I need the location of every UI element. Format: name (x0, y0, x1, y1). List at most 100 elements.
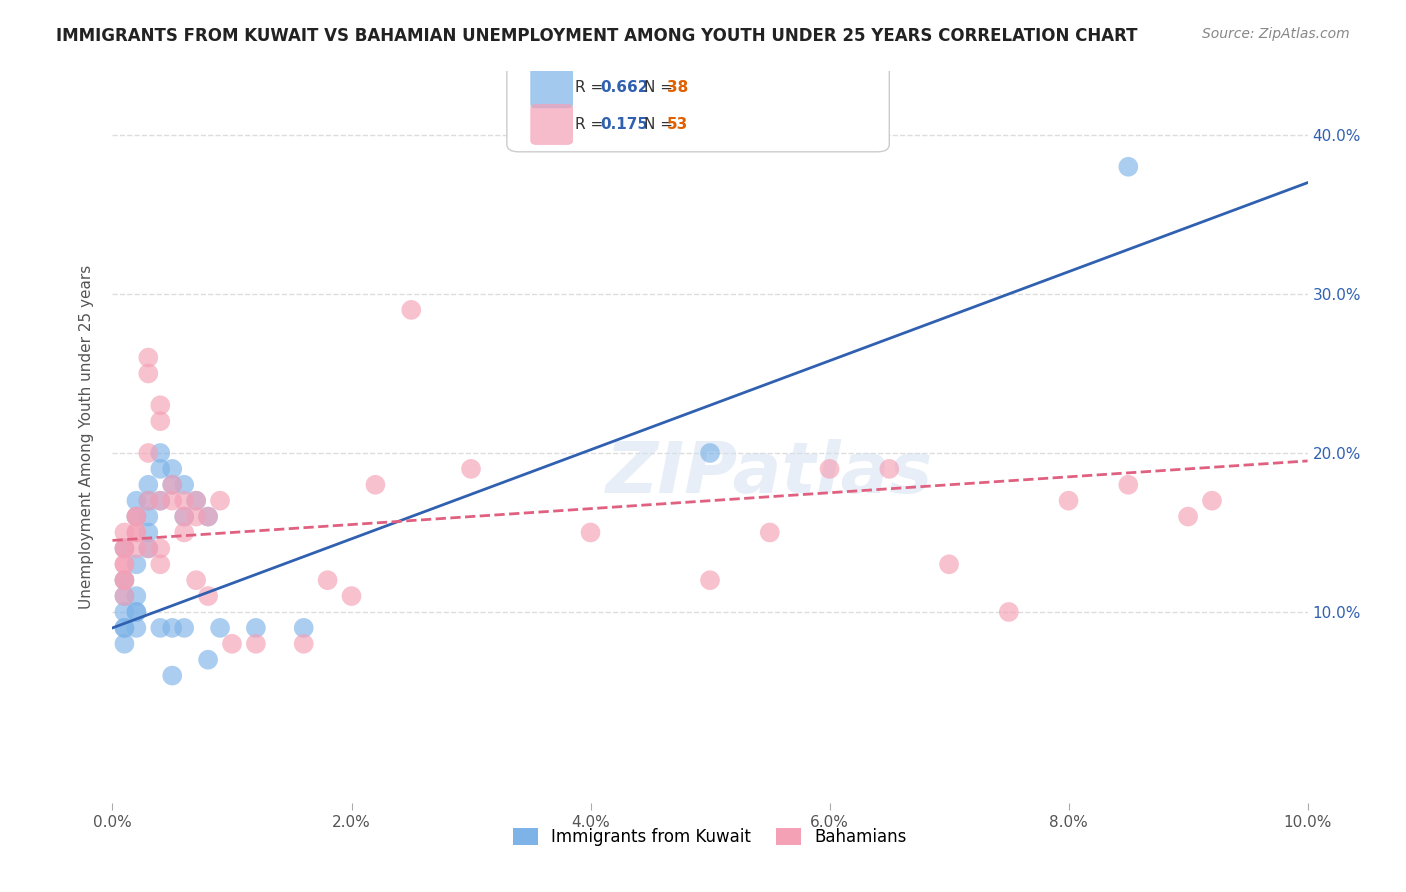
Bahamians (938, 558, 960, 572)
Bahamians (1118, 477, 1140, 491)
Bahamians (998, 605, 1021, 619)
Bahamians (579, 525, 602, 540)
Immigrants from Kuwait (186, 493, 208, 508)
Immigrants from Kuwait (162, 477, 183, 491)
Immigrants from Kuwait (173, 509, 195, 524)
Bahamians (125, 525, 148, 540)
Bahamians (114, 573, 135, 587)
Immigrants from Kuwait (125, 605, 148, 619)
Bahamians (292, 637, 315, 651)
Text: IMMIGRANTS FROM KUWAIT VS BAHAMIAN UNEMPLOYMENT AMONG YOUTH UNDER 25 YEARS CORRE: IMMIGRANTS FROM KUWAIT VS BAHAMIAN UNEMP… (56, 27, 1137, 45)
Text: R =: R = (575, 117, 603, 131)
Bahamians (173, 493, 195, 508)
Immigrants from Kuwait (114, 621, 135, 635)
Immigrants from Kuwait (162, 462, 183, 476)
Bahamians (138, 351, 160, 365)
Immigrants from Kuwait (114, 605, 135, 619)
Bahamians (149, 398, 172, 412)
Text: N =: N = (644, 117, 673, 131)
Immigrants from Kuwait (114, 541, 135, 556)
Bahamians (460, 462, 482, 476)
Bahamians (340, 589, 363, 603)
Bahamians (138, 367, 160, 381)
Bahamians (114, 558, 135, 572)
Immigrants from Kuwait (114, 573, 135, 587)
Bahamians (1201, 493, 1223, 508)
Immigrants from Kuwait (149, 621, 172, 635)
Bahamians (879, 462, 901, 476)
Immigrants from Kuwait (197, 653, 219, 667)
Bahamians (125, 509, 148, 524)
Bahamians (186, 573, 208, 587)
Text: Source: ZipAtlas.com: Source: ZipAtlas.com (1202, 27, 1350, 41)
Bahamians (114, 558, 135, 572)
Bahamians (1057, 493, 1080, 508)
Bahamians (221, 637, 243, 651)
Immigrants from Kuwait (125, 493, 148, 508)
Immigrants from Kuwait (245, 621, 267, 635)
Immigrants from Kuwait (1118, 160, 1140, 174)
Text: ZIPatlas: ZIPatlas (606, 439, 934, 508)
Bahamians (316, 573, 339, 587)
Bahamians (114, 525, 135, 540)
Bahamians (138, 493, 160, 508)
Text: 53: 53 (666, 117, 689, 131)
Bahamians (245, 637, 267, 651)
Bahamians (186, 509, 208, 524)
Bahamians (138, 541, 160, 556)
Bahamians (197, 509, 219, 524)
FancyBboxPatch shape (508, 49, 890, 152)
Text: 0.175: 0.175 (600, 117, 648, 131)
Immigrants from Kuwait (162, 621, 183, 635)
Immigrants from Kuwait (173, 621, 195, 635)
Immigrants from Kuwait (125, 589, 148, 603)
Immigrants from Kuwait (149, 462, 172, 476)
Immigrants from Kuwait (138, 541, 160, 556)
Bahamians (149, 541, 172, 556)
Bahamians (699, 573, 721, 587)
Immigrants from Kuwait (114, 621, 135, 635)
Immigrants from Kuwait (149, 493, 172, 508)
Bahamians (364, 477, 387, 491)
Immigrants from Kuwait (197, 509, 219, 524)
Bahamians (114, 541, 135, 556)
Immigrants from Kuwait (138, 509, 160, 524)
Immigrants from Kuwait (125, 621, 148, 635)
Immigrants from Kuwait (138, 525, 160, 540)
Text: 38: 38 (666, 80, 689, 95)
Text: R =: R = (575, 80, 603, 95)
Immigrants from Kuwait (125, 605, 148, 619)
Bahamians (197, 589, 219, 603)
FancyBboxPatch shape (531, 68, 572, 108)
Bahamians (173, 525, 195, 540)
Immigrants from Kuwait (138, 493, 160, 508)
Bahamians (209, 493, 232, 508)
Immigrants from Kuwait (114, 637, 135, 651)
Immigrants from Kuwait (162, 668, 183, 682)
Immigrants from Kuwait (138, 477, 160, 491)
Bahamians (125, 509, 148, 524)
Immigrants from Kuwait (114, 589, 135, 603)
Immigrants from Kuwait (292, 621, 315, 635)
Bahamians (162, 477, 183, 491)
Bahamians (173, 509, 195, 524)
Bahamians (125, 541, 148, 556)
Bahamians (186, 493, 208, 508)
Bahamians (149, 493, 172, 508)
Bahamians (114, 573, 135, 587)
Immigrants from Kuwait (173, 477, 195, 491)
Bahamians (1177, 509, 1199, 524)
Text: N =: N = (644, 80, 673, 95)
Immigrants from Kuwait (149, 446, 172, 460)
Bahamians (125, 525, 148, 540)
Bahamians (149, 414, 172, 428)
FancyBboxPatch shape (531, 104, 572, 145)
Immigrants from Kuwait (209, 621, 232, 635)
Bahamians (138, 446, 160, 460)
Immigrants from Kuwait (125, 509, 148, 524)
Bahamians (162, 493, 183, 508)
Bahamians (759, 525, 782, 540)
Bahamians (114, 589, 135, 603)
Bahamians (401, 302, 423, 317)
Y-axis label: Unemployment Among Youth under 25 years: Unemployment Among Youth under 25 years (79, 265, 94, 609)
